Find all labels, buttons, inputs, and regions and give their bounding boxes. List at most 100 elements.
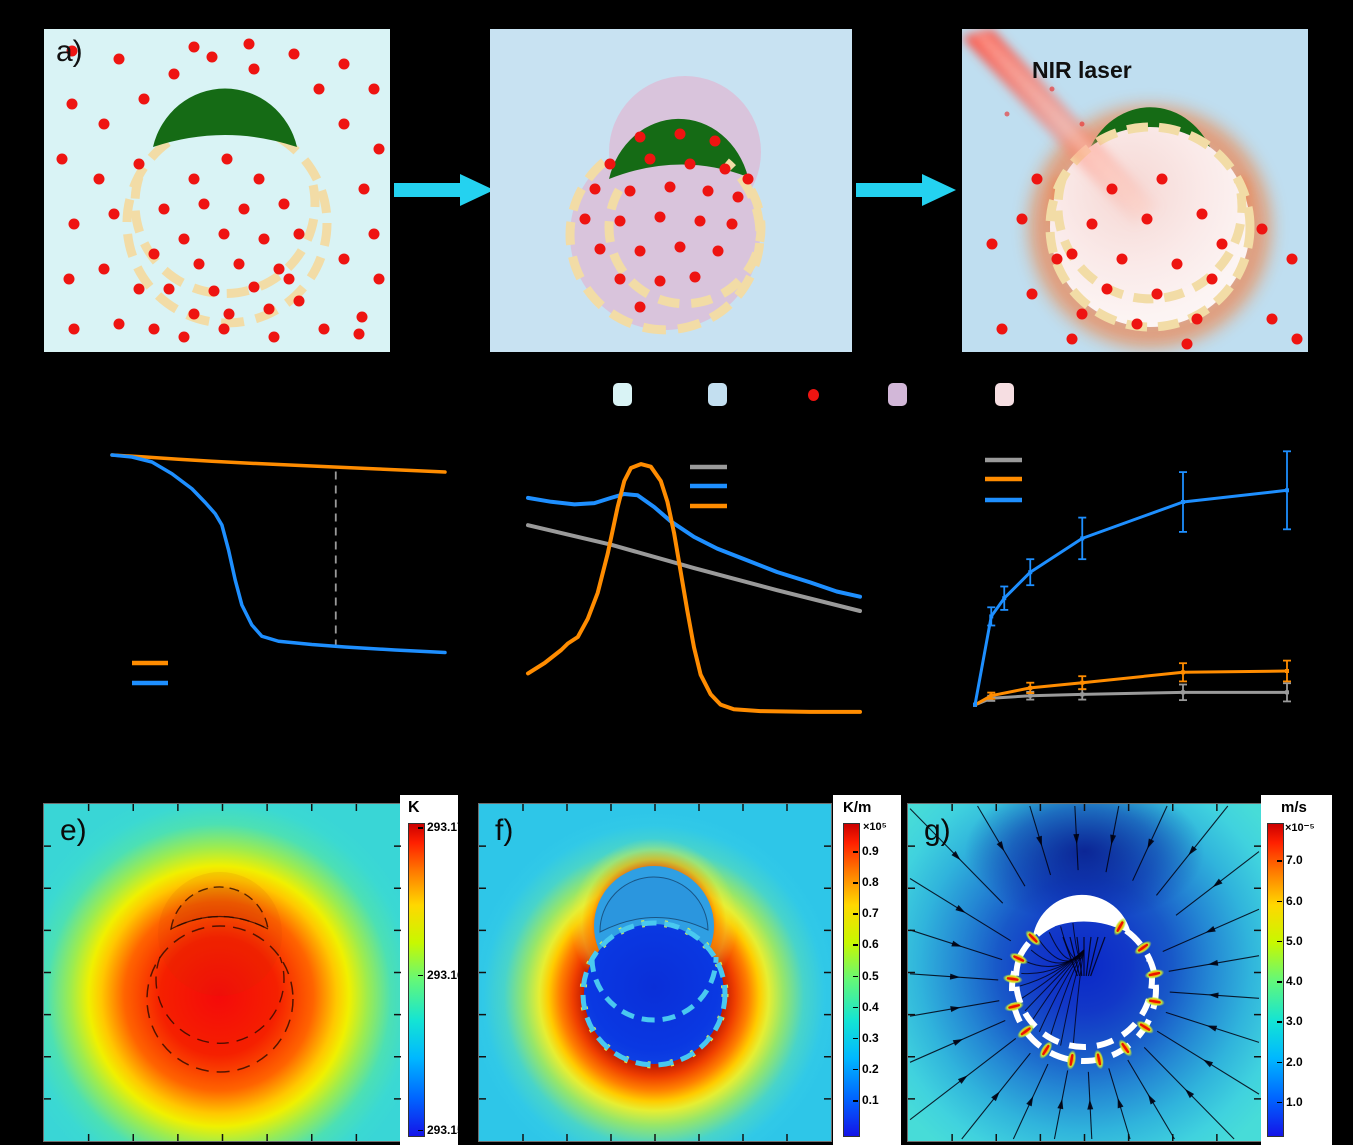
drug-dot bbox=[594, 243, 606, 255]
drug-dot bbox=[1206, 273, 1218, 285]
drug-dot bbox=[709, 135, 721, 147]
colorbar-e-title: K bbox=[408, 799, 420, 816]
drug-dot bbox=[1291, 333, 1303, 345]
colorbar-tick-mark bbox=[853, 851, 858, 853]
drug-dot bbox=[1106, 183, 1118, 195]
drug-dot bbox=[56, 153, 68, 165]
colorbar-tick-mark bbox=[853, 975, 858, 978]
drug-dot bbox=[248, 63, 260, 75]
frame-ticks bbox=[479, 804, 831, 1141]
drug-dot bbox=[178, 331, 190, 343]
nir-laser-label: NIR laser bbox=[1032, 57, 1132, 83]
drug-dot bbox=[248, 281, 260, 293]
membrane-top-lobe bbox=[1053, 178, 1247, 304]
data-marker bbox=[1080, 536, 1085, 541]
drug-dot bbox=[604, 158, 616, 170]
drug-dot bbox=[206, 51, 218, 63]
colorbar-tick-mark bbox=[418, 974, 423, 977]
drug-dot bbox=[1004, 111, 1010, 117]
data-marker bbox=[989, 614, 994, 619]
chart-b bbox=[110, 453, 447, 686]
drug-dot bbox=[188, 41, 200, 53]
colorbar-tick-label: 4.0 bbox=[1286, 974, 1303, 989]
vesicle-interior bbox=[584, 924, 724, 1064]
drug-dot bbox=[1086, 218, 1098, 230]
cap-region bbox=[599, 876, 709, 933]
colorbar-tick-label: 3.0 bbox=[1286, 1014, 1303, 1029]
drug-dot bbox=[1131, 318, 1143, 330]
drug-dot bbox=[1116, 253, 1128, 265]
colorbar-tick-label: 0.1 bbox=[862, 1093, 879, 1108]
drug-dot bbox=[712, 245, 724, 257]
arrow-head bbox=[922, 174, 956, 206]
membrane-ring bbox=[1045, 122, 1255, 332]
drug-dot bbox=[719, 163, 731, 175]
drug-dot bbox=[1191, 313, 1203, 325]
colorbar-tick-label: 2.0 bbox=[1286, 1054, 1303, 1069]
colorbar-tick-label: 293.16 bbox=[427, 967, 458, 982]
cap-bottom-line bbox=[170, 916, 269, 930]
colorbar-tick-label: 7.0 bbox=[1286, 853, 1303, 868]
nanomotor-cap bbox=[153, 88, 297, 147]
drug-dot bbox=[168, 68, 180, 80]
schematic-panel-initial: a) bbox=[44, 29, 390, 352]
colorbar-tick-label: 0.4 bbox=[862, 999, 879, 1014]
drug-dot bbox=[133, 283, 145, 295]
drug-dot bbox=[654, 211, 666, 223]
drug-dot bbox=[1051, 253, 1063, 265]
drug-dot bbox=[318, 323, 330, 335]
panel-label-e: e) bbox=[60, 814, 87, 847]
data-marker bbox=[1028, 693, 1033, 698]
drug-dot bbox=[368, 83, 380, 95]
drug-dot bbox=[1266, 313, 1278, 325]
drug-dot bbox=[68, 218, 80, 230]
drug-dot bbox=[178, 233, 190, 245]
drug-dot bbox=[1066, 333, 1078, 345]
colorbar-e: K 293.17 293.16 293.15 bbox=[400, 795, 458, 1145]
drug-dot bbox=[589, 183, 601, 195]
legend-swatch-buffer bbox=[708, 383, 727, 406]
colorbar-tick-mark bbox=[853, 913, 858, 915]
process-arrow-2 bbox=[856, 174, 956, 206]
process-arrow-1 bbox=[394, 174, 494, 206]
drug-dot bbox=[353, 328, 365, 340]
orange-curve bbox=[110, 453, 447, 474]
panel-label-a: a) bbox=[56, 35, 83, 68]
drug-dot bbox=[1066, 248, 1078, 260]
drug-dots bbox=[56, 38, 385, 343]
drug-dot bbox=[113, 318, 125, 330]
drug-dot bbox=[243, 38, 255, 50]
drug-dot bbox=[373, 273, 385, 285]
drug-dot bbox=[263, 303, 275, 315]
colorbar-tick-label: 0.7 bbox=[862, 906, 879, 921]
drug-dot bbox=[138, 93, 150, 105]
drug-dot bbox=[356, 311, 368, 323]
colorbar-tick-label: 6.0 bbox=[1286, 893, 1303, 908]
colorbar-tick-label: 0.9 bbox=[862, 844, 879, 859]
drug-dot bbox=[579, 213, 591, 225]
drug-dot bbox=[113, 53, 125, 65]
drug-dot bbox=[223, 308, 235, 320]
heatmap-gradient: f) bbox=[478, 803, 832, 1142]
colorbar-f-exponent: ×10⁵ bbox=[863, 821, 887, 833]
colorbar-f: K/m ×10⁵ 0.9 0.8 0.7 0.6 0.5 0.4 0.3 0.2 0.1 bbox=[833, 795, 901, 1145]
colorbar-tick-label: 1.0 bbox=[1286, 1094, 1303, 1109]
drug-dot bbox=[634, 131, 646, 143]
data-marker bbox=[989, 693, 994, 698]
drug-dot bbox=[1156, 173, 1168, 185]
drug-dot bbox=[293, 295, 305, 307]
drug-dot bbox=[624, 185, 636, 197]
membrane-top-lobe bbox=[604, 187, 766, 309]
data-marker bbox=[1285, 488, 1289, 493]
colorbar-tick-mark bbox=[418, 1129, 423, 1132]
drug-dot bbox=[158, 203, 170, 215]
drug-dot bbox=[273, 263, 285, 275]
top-lobe-shade bbox=[158, 872, 282, 996]
legend-swatch-drug-dot bbox=[808, 389, 819, 401]
top-lobe-dashes-white bbox=[1013, 958, 1155, 1050]
gradient-overlay bbox=[479, 804, 831, 1141]
drug-dot bbox=[338, 118, 350, 130]
drug-dot bbox=[1181, 338, 1193, 350]
colorbar-tick-mark bbox=[1277, 940, 1282, 943]
drug-dot bbox=[1286, 253, 1298, 265]
